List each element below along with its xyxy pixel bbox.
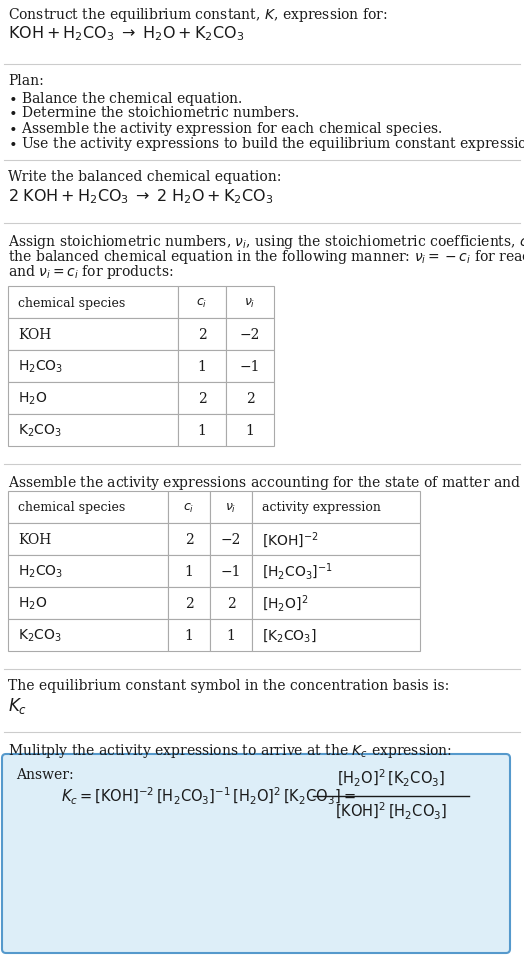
Text: activity expression: activity expression [262,502,381,514]
Bar [8,523,168,555]
Bar [252,491,420,523]
Text: $\mathrm{[H_2O]^{2}\,[K_2CO_3]}$: $\mathrm{[H_2O]^{2}\,[K_2CO_3]}$ [337,768,445,789]
Text: 1: 1 [246,424,255,438]
Bar [8,382,178,414]
Text: $K_c$: $K_c$ [8,696,27,716]
Bar [210,523,252,555]
Bar [8,350,178,382]
Bar [8,555,168,587]
Bar [226,350,274,382]
Bar [168,619,210,651]
Bar [168,555,210,587]
Text: −2: −2 [240,328,260,342]
Bar [252,555,420,587]
Text: $\bullet$ Determine the stoichiometric numbers.: $\bullet$ Determine the stoichiometric n… [8,105,299,120]
Bar [8,318,178,350]
Bar [226,414,274,446]
Text: and $\nu_i = c_i$ for products:: and $\nu_i = c_i$ for products: [8,263,173,281]
Text: $\mathrm{[H_2O]^{2}}$: $\mathrm{[H_2O]^{2}}$ [262,594,308,614]
Text: $\mathrm{[K_2CO_3]}$: $\mathrm{[K_2CO_3]}$ [262,627,317,644]
Bar [226,286,274,318]
FancyBboxPatch shape [2,754,510,953]
Text: 1: 1 [184,629,193,643]
Text: 1: 1 [198,360,206,374]
Text: Answer:: Answer: [16,768,74,782]
Text: $\nu_i$: $\nu_i$ [225,502,237,515]
Text: $\bullet$ Use the activity expressions to build the equilibrium constant express: $\bullet$ Use the activity expressions t… [8,135,524,153]
Text: $\mathrm{H_2O}$: $\mathrm{H_2O}$ [18,391,47,408]
Text: $\mathrm{2\;KOH + H_2CO_3 \;\rightarrow\; 2\;H_2O + K_2CO_3}$: $\mathrm{2\;KOH + H_2CO_3 \;\rightarrow\… [8,187,274,205]
Text: −2: −2 [221,533,241,547]
Text: 1: 1 [198,424,206,438]
Text: Write the balanced chemical equation:: Write the balanced chemical equation: [8,170,281,184]
Bar [226,318,274,350]
Text: $\mathrm{[KOH]^{-2}}$: $\mathrm{[KOH]^{-2}}$ [262,530,319,550]
Text: $\mathrm{K_2CO_3}$: $\mathrm{K_2CO_3}$ [18,628,62,644]
Bar [8,491,168,523]
Text: 2: 2 [226,597,235,611]
Bar [178,350,226,382]
Text: $\mathrm{H_2CO_3}$: $\mathrm{H_2CO_3}$ [18,359,63,375]
Bar [168,587,210,619]
Text: 2: 2 [198,328,206,342]
Bar [252,587,420,619]
Text: KOH: KOH [18,328,51,342]
Text: $\mathrm{K_2CO_3}$: $\mathrm{K_2CO_3}$ [18,423,62,439]
Text: Plan:: Plan: [8,74,43,88]
Text: Assemble the activity expressions accounting for the state of matter and $\nu_i$: Assemble the activity expressions accoun… [8,474,524,492]
Text: $K_c = \mathrm{[KOH]^{-2}\,[H_2CO_3]^{-1}\,[H_2O]^{2}\,[K_2CO_3]} = $: $K_c = \mathrm{[KOH]^{-2}\,[H_2CO_3]^{-1… [61,785,356,807]
Text: 2: 2 [184,533,193,547]
Text: $\mathrm{H_2O}$: $\mathrm{H_2O}$ [18,596,47,612]
Bar [210,587,252,619]
Text: $\mathrm{KOH + H_2CO_3 \;\rightarrow\; H_2O + K_2CO_3}$: $\mathrm{KOH + H_2CO_3 \;\rightarrow\; H… [8,24,245,43]
Bar [226,382,274,414]
Text: $\bullet$ Balance the chemical equation.: $\bullet$ Balance the chemical equation. [8,90,243,108]
Bar [252,523,420,555]
Text: 2: 2 [184,597,193,611]
Bar [252,619,420,651]
Bar [8,414,178,446]
Text: 2: 2 [246,392,254,406]
Text: 1: 1 [184,565,193,579]
Text: KOH: KOH [18,533,51,547]
Bar [210,491,252,523]
Bar [168,523,210,555]
Text: Construct the equilibrium constant, $K$, expression for:: Construct the equilibrium constant, $K$,… [8,6,388,24]
Text: −1: −1 [221,565,241,579]
Text: Assign stoichiometric numbers, $\nu_i$, using the stoichiometric coefficients, $: Assign stoichiometric numbers, $\nu_i$, … [8,233,524,251]
Text: the balanced chemical equation in the following manner: $\nu_i = -c_i$ for react: the balanced chemical equation in the fo… [8,248,524,266]
Text: −1: −1 [240,360,260,374]
Text: $\nu_i$: $\nu_i$ [244,296,256,310]
Bar [178,286,226,318]
Bar [210,555,252,587]
Text: The equilibrium constant symbol in the concentration basis is:: The equilibrium constant symbol in the c… [8,679,449,693]
Bar [210,619,252,651]
Text: 2: 2 [198,392,206,406]
Bar [168,491,210,523]
Bar [178,414,226,446]
Bar [8,587,168,619]
Text: $\mathrm{[KOH]^{2}\,[H_2CO_3]}$: $\mathrm{[KOH]^{2}\,[H_2CO_3]}$ [335,801,447,822]
Bar [178,382,226,414]
Text: 1: 1 [226,629,235,643]
Bar [8,619,168,651]
Text: $\mathrm{[H_2CO_3]^{-1}}$: $\mathrm{[H_2CO_3]^{-1}}$ [262,562,333,582]
Bar [178,318,226,350]
Text: chemical species: chemical species [18,502,125,514]
Text: $c_i$: $c_i$ [183,502,194,515]
Text: $c_i$: $c_i$ [196,296,208,310]
Text: Mulitply the activity expressions to arrive at the $K_c$ expression:: Mulitply the activity expressions to arr… [8,742,452,760]
Bar [8,286,178,318]
Text: $\bullet$ Assemble the activity expression for each chemical species.: $\bullet$ Assemble the activity expressi… [8,120,442,138]
Text: $\mathrm{H_2CO_3}$: $\mathrm{H_2CO_3}$ [18,564,63,580]
Text: chemical species: chemical species [18,296,125,310]
